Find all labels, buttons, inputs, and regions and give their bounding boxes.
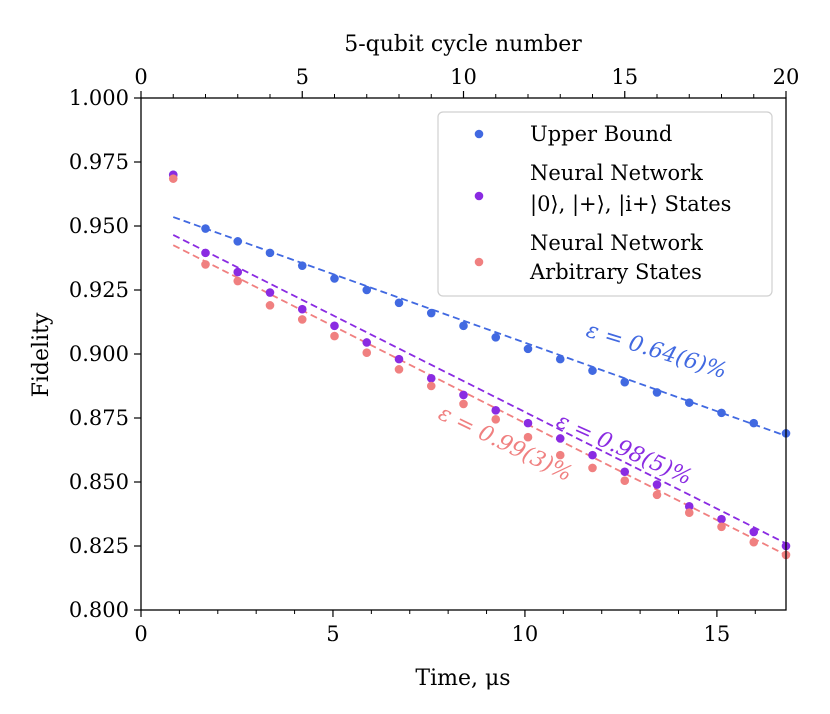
y-tick-label: 0.925 — [69, 278, 129, 302]
data-point-series-2 — [459, 390, 468, 400]
data-point-series-1 — [394, 298, 404, 308]
data-point-series-2 — [297, 304, 307, 314]
data-point-series-1 — [652, 388, 662, 397]
legend-marker-series-2 — [474, 191, 484, 201]
data-point-series-2 — [491, 406, 501, 415]
legend-label-series-2: Neural Network — [530, 161, 703, 185]
data-point-series-1 — [684, 398, 694, 407]
data-point-series-1 — [265, 248, 275, 258]
data-point-series-2 — [233, 267, 243, 277]
data-point-series-3 — [168, 174, 178, 183]
legend-label-series-3: Arbitrary States — [529, 260, 702, 284]
y-tick-label: 0.875 — [69, 406, 129, 430]
legend-label-series-3: Neural Network — [530, 231, 703, 255]
data-point-series-3 — [201, 260, 210, 269]
data-point-series-3 — [620, 476, 630, 486]
y-tick-label: 0.900 — [69, 342, 129, 366]
legend: Upper Bound Neural Network |0⟩, |+⟩, |i+⟩ … — [437, 111, 773, 297]
data-point-series-3 — [652, 490, 662, 500]
data-point-series-2 — [523, 418, 533, 428]
fit-line-series-2 — [172, 234, 787, 545]
y-tick-label: 0.825 — [69, 534, 129, 558]
data-point-series-2 — [330, 321, 339, 331]
data-point-series-1 — [523, 344, 533, 354]
data-point-series-3 — [749, 537, 759, 547]
x-tick-label: 0 — [134, 622, 147, 646]
data-point-series-1 — [491, 333, 501, 342]
data-point-series-1 — [330, 274, 339, 283]
x-axis-label: Time, μs — [415, 666, 510, 691]
legend-box — [437, 111, 773, 297]
data-point-series-3 — [588, 463, 597, 473]
y-tick-label: 1.000 — [69, 86, 129, 110]
data-point-series-2 — [394, 354, 404, 364]
data-point-series-3 — [394, 365, 404, 374]
data-point-series-1 — [297, 261, 307, 270]
data-point-series-3 — [555, 450, 565, 460]
data-point-series-2 — [620, 467, 630, 477]
data-point-series-2 — [555, 434, 565, 443]
top-x-tick-label: 20 — [773, 65, 800, 89]
data-point-series-1 — [555, 354, 565, 364]
legend-marker-series-3 — [474, 257, 484, 267]
data-point-series-2 — [749, 527, 759, 537]
data-point-series-1 — [201, 224, 210, 233]
data-point-series-2 — [362, 338, 372, 347]
data-point-series-3 — [297, 315, 307, 324]
data-point-series-1 — [620, 377, 630, 387]
data-point-series-2 — [684, 502, 694, 511]
epsilon-annotation-series-3: ε = 0.99(3)% — [434, 401, 576, 487]
fit-line-series-3 — [172, 244, 787, 556]
data-points — [168, 170, 791, 560]
y-axis-label: Fidelity — [29, 312, 54, 397]
fit-line-series-1 — [172, 216, 787, 437]
data-point-series-1 — [233, 237, 243, 246]
legend-label-series-1: Upper Bound — [530, 122, 672, 146]
data-point-series-2 — [265, 288, 275, 297]
top-x-tick-label: 15 — [611, 65, 638, 89]
data-point-series-1 — [362, 285, 372, 295]
data-point-series-2 — [652, 480, 662, 489]
top-x-axis-label: 5-qubit cycle number — [344, 32, 582, 57]
data-point-series-3 — [426, 381, 436, 391]
top-x-tick-label: 10 — [450, 65, 477, 89]
y-tick-label: 0.850 — [69, 470, 129, 494]
data-point-series-1 — [426, 308, 436, 318]
top-x-tick-label: 0 — [134, 65, 147, 89]
data-point-series-3 — [233, 276, 243, 286]
data-point-series-3 — [265, 301, 275, 310]
data-point-series-1 — [749, 418, 759, 428]
legend-label-series-2: |0⟩, |+⟩, |i+⟩ States — [530, 192, 731, 217]
data-point-series-3 — [717, 522, 726, 532]
data-point-series-1 — [459, 321, 468, 331]
x-tick-label: 5 — [326, 622, 339, 646]
data-point-series-3 — [330, 331, 339, 341]
epsilon-annotation-series-1: ε = 0.64(6)% — [583, 318, 729, 384]
data-point-series-1 — [588, 366, 597, 375]
annotations: ε = 0.64(6)%ε = 0.98(5)%ε = 0.99(3)% — [434, 318, 729, 491]
data-point-series-3 — [459, 399, 468, 409]
data-point-series-3 — [362, 348, 372, 358]
data-point-series-3 — [523, 432, 533, 442]
y-tick-label: 0.975 — [69, 150, 129, 174]
data-point-series-3 — [491, 414, 501, 424]
y-tick-label: 0.800 — [69, 598, 129, 622]
data-point-series-2 — [717, 514, 726, 524]
tick-group: 0 5 10 15 0 5 10 15 20 0.800 0.825 0.850 0.875 0.900 0… — [69, 65, 799, 646]
y-tick-label: 0.950 — [69, 214, 129, 238]
x-tick-label: 10 — [512, 622, 539, 646]
data-point-series-1 — [717, 408, 726, 418]
data-point-series-3 — [684, 508, 694, 518]
data-point-series-2 — [588, 450, 597, 460]
data-point-series-2 — [426, 374, 436, 383]
fit-lines — [172, 216, 787, 556]
data-point-series-2 — [201, 248, 210, 258]
top-x-tick-label: 5 — [296, 65, 309, 89]
x-tick-label: 15 — [704, 622, 731, 646]
legend-marker-series-1 — [474, 129, 484, 139]
